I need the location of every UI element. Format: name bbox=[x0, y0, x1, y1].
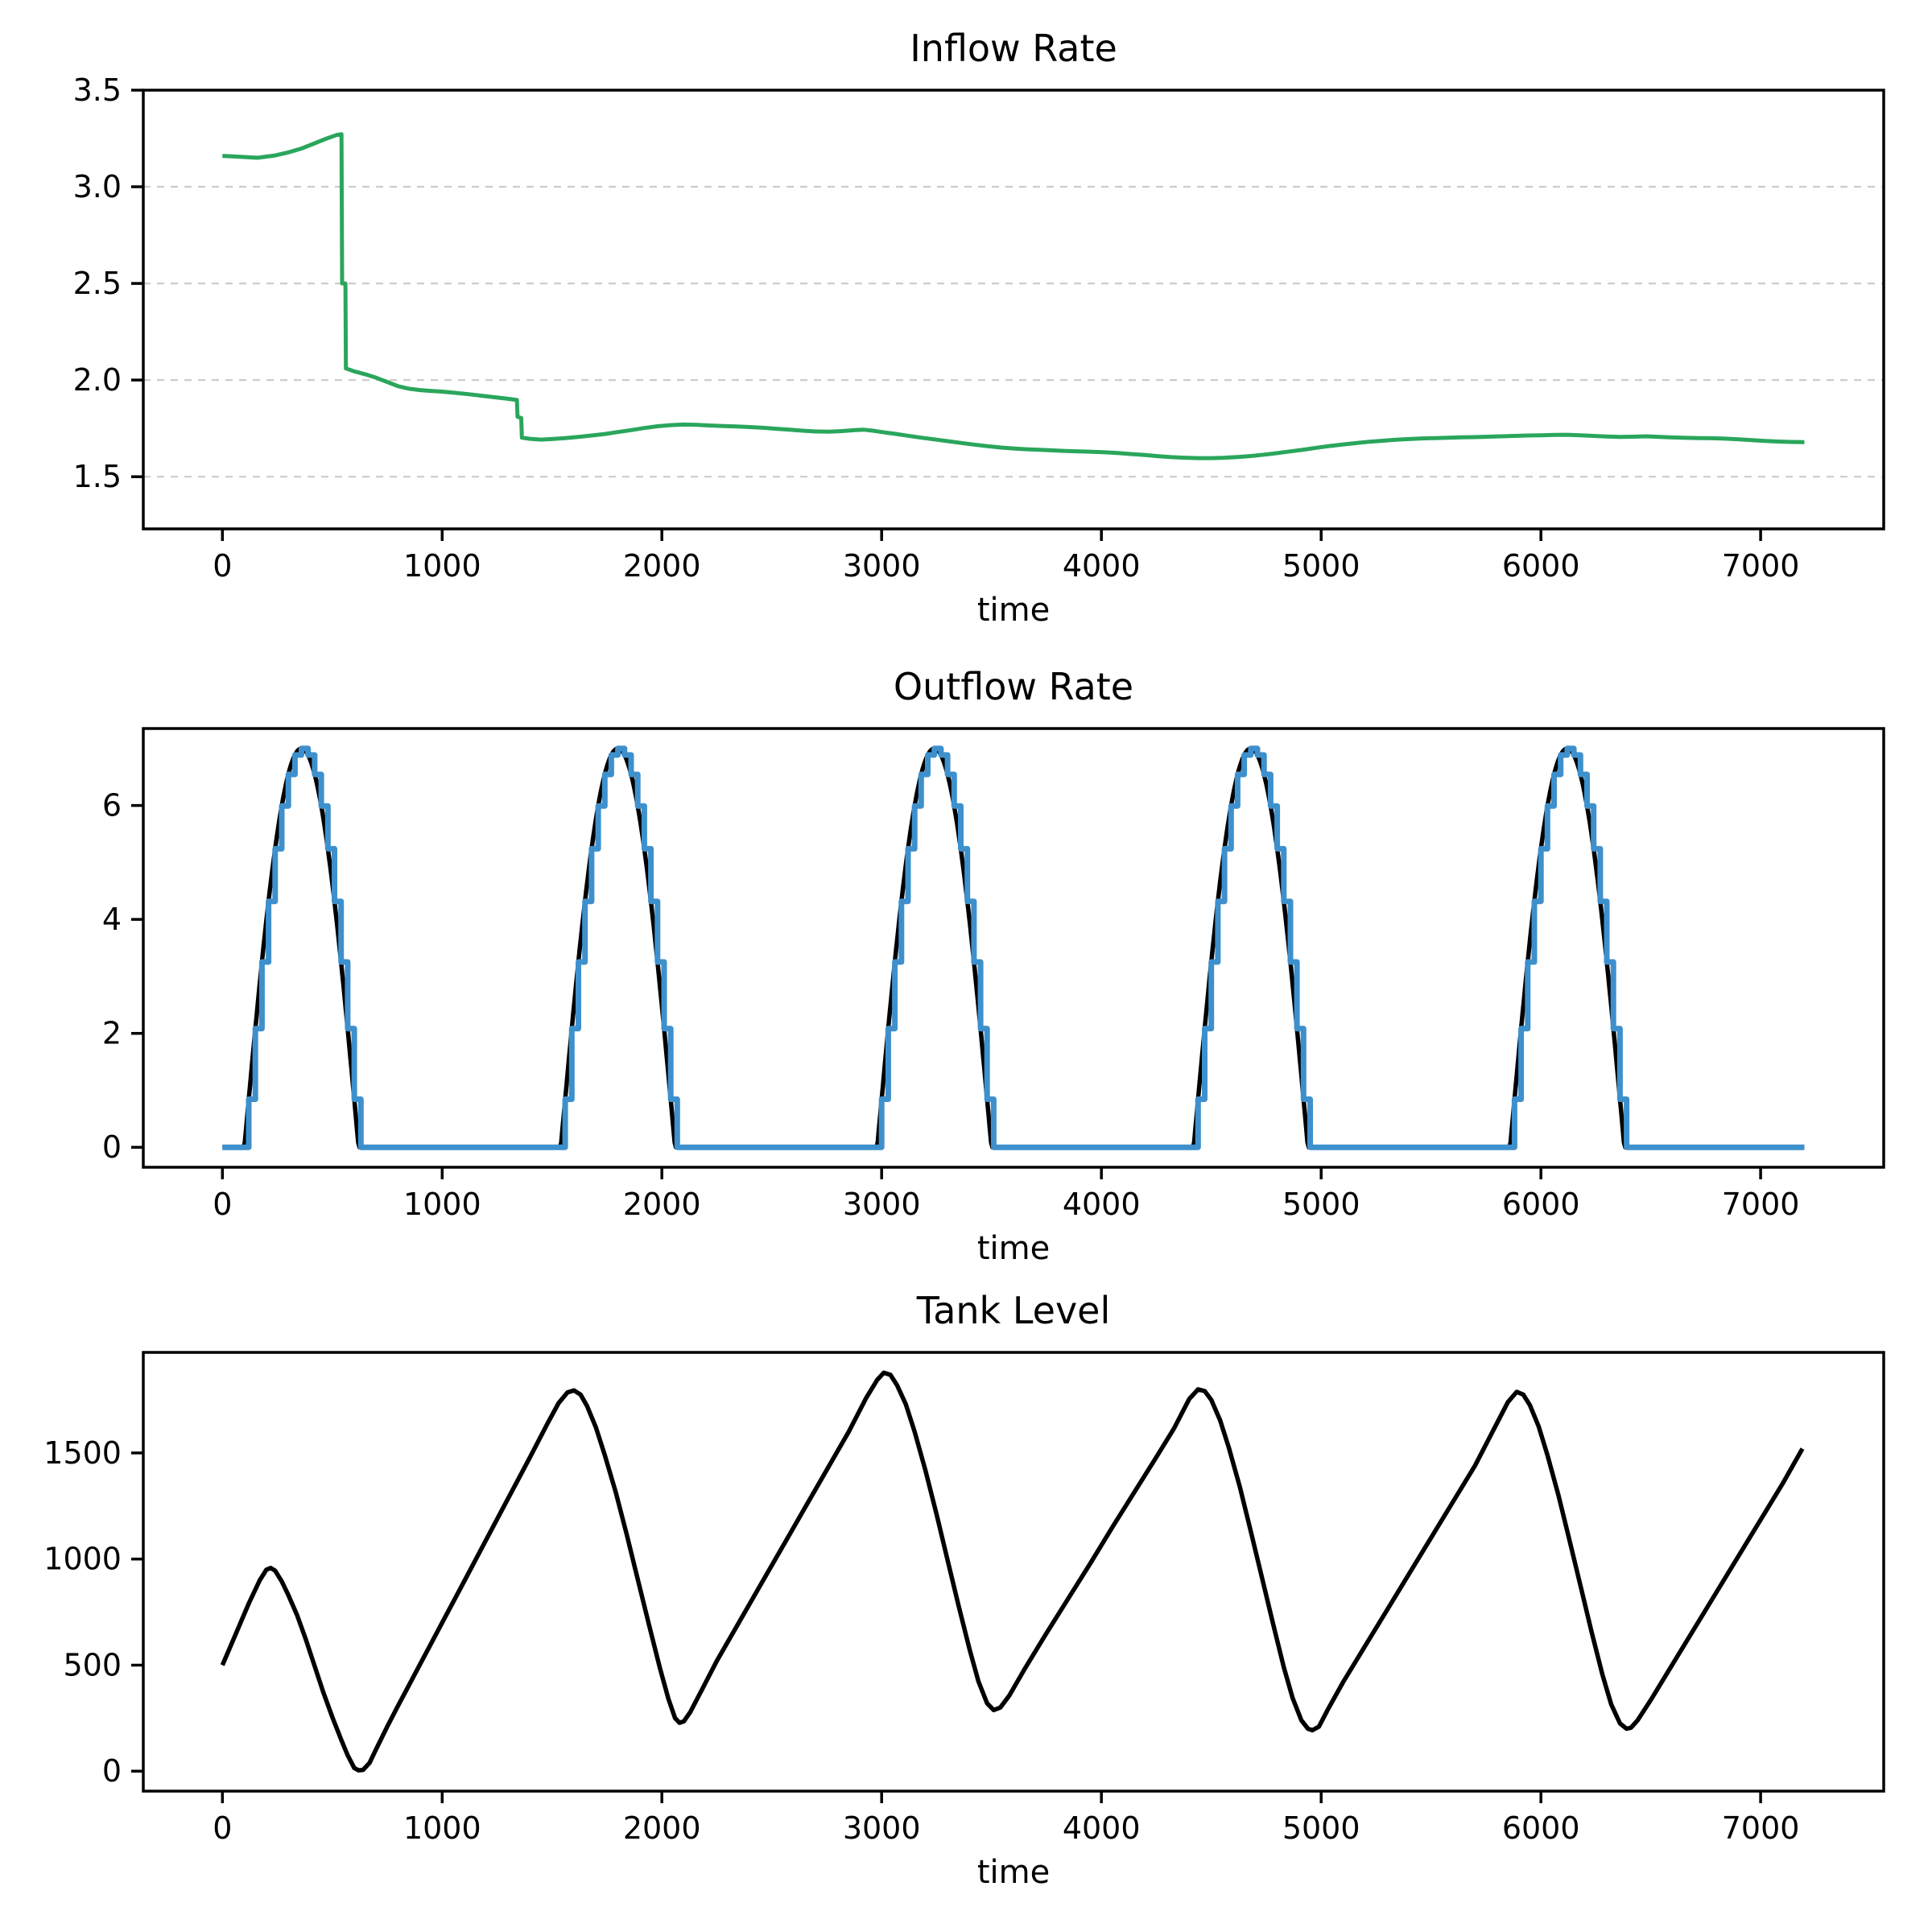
y-tick-label: 1500 bbox=[43, 1435, 122, 1471]
y-tick-label: 1.5 bbox=[73, 459, 122, 494]
x-tick-label: 7000 bbox=[1722, 548, 1800, 584]
outflow-actual-series bbox=[222, 745, 1805, 1150]
x-tick-label: 7000 bbox=[1722, 1810, 1800, 1846]
x-tick-label: 3000 bbox=[843, 1187, 921, 1222]
x-tick-label: 1000 bbox=[403, 548, 481, 584]
x-tick-label: 0 bbox=[213, 1187, 232, 1222]
x-tick-label: 3000 bbox=[843, 548, 921, 584]
x-tick-label: 6000 bbox=[1502, 1187, 1580, 1222]
x-tick-label: 0 bbox=[213, 1810, 232, 1846]
x-tick-label: 5000 bbox=[1282, 1810, 1360, 1846]
outflow-desired-series bbox=[221, 746, 1806, 1150]
x-tick-label: 1000 bbox=[403, 1810, 481, 1846]
y-tick-label: 4 bbox=[102, 902, 122, 937]
x-tick-label: 4000 bbox=[1063, 1187, 1141, 1222]
y-tick-label: 0 bbox=[102, 1753, 122, 1789]
x-tick-label: 1000 bbox=[403, 1187, 481, 1222]
chart-title-outflow-rate: Outflow Rate bbox=[893, 665, 1134, 708]
y-tick-label: 3.0 bbox=[73, 169, 122, 204]
x-tick-label: 5000 bbox=[1282, 548, 1360, 584]
outflow-rate-axes-frame bbox=[142, 727, 1885, 1169]
y-tick-label: 2.5 bbox=[73, 266, 122, 301]
y-tick-label: 3.5 bbox=[73, 72, 122, 108]
y-tick-label: 1000 bbox=[43, 1542, 122, 1577]
tank-level-axes-frame bbox=[142, 1351, 1885, 1793]
y-tick-label: 0 bbox=[102, 1129, 122, 1165]
x-tick-label: 6000 bbox=[1502, 548, 1580, 584]
y-tick-label: 2 bbox=[102, 1016, 122, 1051]
tank-level-series bbox=[220, 1370, 1805, 1773]
y-tick-label: 6 bbox=[102, 788, 122, 824]
x-tick-label: 2000 bbox=[623, 1810, 701, 1846]
chart-title-inflow-rate: Inflow Rate bbox=[910, 27, 1117, 70]
inflow-rate-axes-frame bbox=[142, 89, 1885, 530]
y-tick-label: 2.0 bbox=[73, 362, 122, 398]
x-tick-label: 4000 bbox=[1063, 1810, 1141, 1846]
x-tick-label: 2000 bbox=[623, 1187, 701, 1222]
chart-title-tank-level: Tank Level bbox=[916, 1289, 1111, 1332]
y-tick-label: 500 bbox=[63, 1648, 122, 1683]
x-tick-label: 2000 bbox=[623, 548, 701, 584]
x-tick-label: 0 bbox=[213, 548, 232, 584]
x-tick-label: 7000 bbox=[1722, 1187, 1800, 1222]
x-tick-label: 5000 bbox=[1282, 1187, 1360, 1222]
x-axis-label-outflow: time bbox=[976, 1230, 1051, 1267]
x-tick-label: 4000 bbox=[1063, 548, 1141, 584]
inflow-series bbox=[222, 132, 1805, 460]
x-tick-label: 3000 bbox=[843, 1810, 921, 1846]
x-axis-label-inflow: time bbox=[976, 592, 1051, 629]
x-tick-label: 6000 bbox=[1502, 1810, 1580, 1846]
x-axis-label-tank: time bbox=[976, 1854, 1051, 1891]
